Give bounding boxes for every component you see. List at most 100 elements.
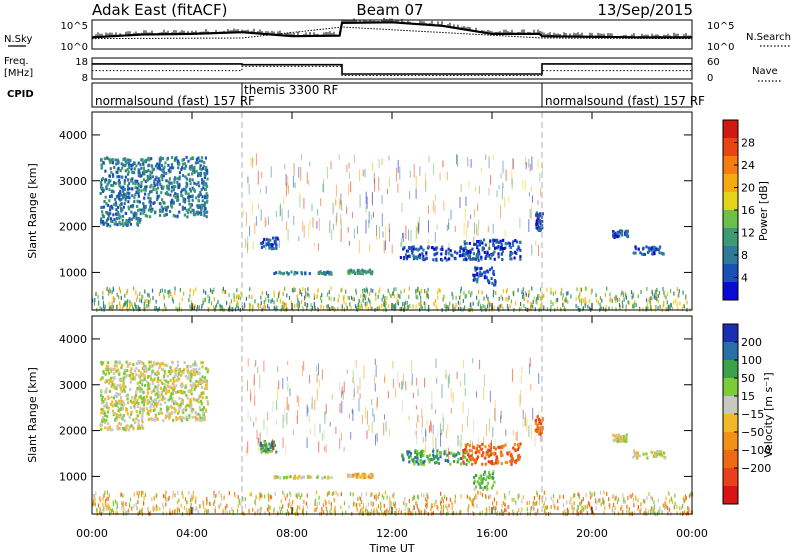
velocity-echo [157, 394, 160, 397]
power-echo [402, 301, 404, 306]
power-echo [417, 221, 419, 231]
velocity-echo [513, 511, 515, 516]
velocity-echo [120, 366, 123, 370]
power-echo [202, 164, 205, 168]
velocity-echo [492, 484, 495, 488]
power-echo [522, 295, 524, 299]
power-echo [487, 300, 489, 305]
power-echo [121, 208, 124, 212]
velocity-echo [624, 436, 627, 440]
velocity-echo [370, 473, 373, 477]
power-echo [220, 305, 222, 309]
velocity-echo [163, 383, 166, 387]
velocity-echo [615, 495, 617, 500]
power-echo [430, 246, 434, 250]
velocity-echo [623, 497, 625, 502]
velocity-echo [190, 400, 193, 404]
power-echo [155, 306, 157, 311]
velocity-echo [141, 407, 144, 411]
power-echo [111, 173, 115, 177]
velocity-echo [164, 371, 167, 375]
power-echo [502, 289, 505, 293]
power-echo [656, 287, 658, 292]
velocity-echo [468, 444, 472, 448]
power-echo [206, 171, 209, 175]
velocity-echo [464, 450, 467, 454]
power-echo [353, 297, 355, 302]
velocity-echo [612, 439, 615, 443]
velocity-echo [562, 494, 564, 499]
velocity-echo [567, 509, 570, 514]
velocity-echo [645, 508, 647, 512]
power-echo [459, 306, 461, 311]
power-echo [493, 257, 496, 261]
power-echo [599, 302, 601, 307]
velocity-echo [145, 367, 148, 371]
power-echo [203, 176, 206, 180]
power-echo [659, 304, 661, 309]
power-echo [176, 214, 179, 218]
velocity-echo [244, 504, 247, 509]
power-echo [134, 302, 136, 307]
power-echo [304, 271, 307, 275]
power-echo [105, 187, 108, 191]
power-echo [480, 306, 482, 311]
power-echo [144, 185, 147, 189]
velocity-echo [466, 494, 468, 499]
velocity-echo [140, 397, 143, 400]
power-echo [550, 300, 552, 305]
power-echo [217, 300, 219, 305]
velocity-echo [182, 410, 185, 414]
velocity-echo [633, 503, 635, 508]
velocity-echo [685, 496, 687, 501]
velocity-echo [160, 390, 163, 394]
velocity-echo [203, 415, 206, 419]
velocity-echo [489, 451, 492, 455]
velocity-echo [185, 393, 188, 397]
velocity-echo [136, 400, 139, 404]
velocity-echo [126, 509, 128, 514]
velocity-echo [125, 407, 128, 411]
power-echo [396, 298, 398, 303]
power-echo [128, 303, 130, 308]
power-echo [163, 295, 165, 300]
velocity-echo [100, 398, 103, 402]
velocity-echo [482, 451, 485, 455]
velocity-echo [165, 414, 168, 418]
power-echo [305, 294, 307, 299]
power-echo [416, 227, 418, 239]
velocity-echo [107, 410, 110, 414]
velocity-echo [200, 361, 203, 365]
power-echo [109, 208, 112, 212]
power-echo [488, 188, 490, 196]
velocity-echo [267, 507, 269, 512]
power-echo [467, 157, 469, 167]
power-echo [126, 300, 128, 305]
velocity-echo [454, 499, 456, 504]
velocity-echo [123, 368, 126, 372]
velocity-echo [657, 509, 659, 514]
velocity-echo [384, 510, 386, 515]
power-echo [104, 195, 107, 199]
velocity-echo [624, 499, 626, 504]
power-echo [665, 295, 667, 300]
power-echo [263, 237, 266, 241]
power-echo [483, 251, 486, 254]
power-echo [273, 300, 275, 305]
power-echo [148, 200, 151, 204]
power-echo [326, 270, 329, 274]
velocity-echo [483, 485, 486, 489]
power-echo [255, 153, 257, 166]
power-echo [235, 295, 238, 299]
velocity-echo [101, 408, 104, 411]
power-echo [137, 170, 140, 174]
power-echo [522, 292, 524, 297]
velocity-echo [159, 379, 162, 383]
power-echo [181, 174, 185, 177]
velocity-echo [174, 368, 177, 372]
velocity-echo [384, 414, 385, 420]
velocity-echo [102, 502, 104, 507]
velocity-echo [139, 407, 142, 411]
velocity-echo [642, 452, 645, 456]
velocity-echo [427, 457, 430, 460]
